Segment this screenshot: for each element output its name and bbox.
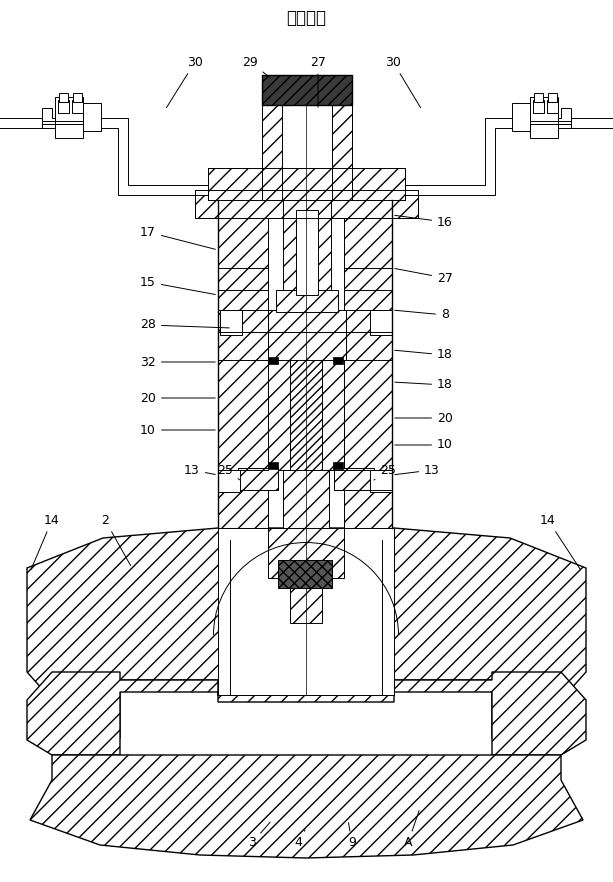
Text: 14: 14 (540, 513, 581, 570)
Text: 27: 27 (310, 56, 326, 108)
Text: 13: 13 (395, 464, 440, 476)
Bar (296, 210, 318, 295)
Bar (218, 528, 394, 695)
Bar (195, 190, 418, 218)
Bar (333, 357, 343, 364)
Text: 2: 2 (101, 513, 131, 565)
Text: 8: 8 (395, 309, 449, 322)
Text: 20: 20 (140, 392, 215, 405)
Text: 放松状态: 放松状态 (286, 9, 326, 27)
Bar (268, 310, 346, 332)
Text: 17: 17 (140, 226, 215, 250)
Text: 30: 30 (385, 56, 421, 108)
Bar (268, 462, 278, 469)
Polygon shape (42, 108, 208, 195)
Text: 13: 13 (184, 464, 215, 476)
Bar (344, 200, 392, 528)
Bar (322, 360, 344, 470)
Bar (262, 80, 282, 200)
Bar (268, 360, 290, 470)
Text: 10: 10 (140, 423, 215, 437)
Text: 25: 25 (217, 464, 240, 480)
Bar (59, 93, 68, 102)
Bar (276, 290, 338, 312)
Bar (512, 103, 530, 131)
Text: 14: 14 (31, 513, 60, 570)
Text: 29: 29 (242, 56, 270, 78)
Bar (332, 80, 352, 200)
Bar (370, 470, 392, 492)
Text: 15: 15 (140, 275, 215, 295)
Text: 10: 10 (395, 438, 453, 452)
Bar (218, 470, 240, 492)
Bar (547, 100, 558, 113)
Bar (83, 103, 101, 131)
Text: 4: 4 (294, 830, 305, 849)
Text: 3: 3 (248, 822, 270, 849)
Polygon shape (30, 755, 583, 858)
Bar (230, 540, 382, 688)
Bar (548, 93, 557, 102)
Polygon shape (27, 672, 586, 755)
Text: 18: 18 (395, 378, 453, 392)
Bar (262, 75, 352, 105)
Bar (268, 332, 346, 360)
Text: 27: 27 (395, 268, 453, 285)
Bar (533, 100, 544, 113)
Text: 25: 25 (374, 464, 396, 480)
Bar (534, 93, 543, 102)
Polygon shape (27, 528, 586, 738)
Bar (333, 462, 343, 469)
Bar (72, 100, 83, 113)
Bar (283, 470, 329, 528)
Bar (370, 310, 392, 335)
Text: 30: 30 (167, 56, 203, 108)
Text: A: A (404, 811, 419, 849)
Bar (73, 93, 82, 102)
Bar (218, 200, 268, 528)
Bar (55, 97, 83, 138)
Bar (530, 97, 558, 138)
Bar (58, 100, 69, 113)
Text: 18: 18 (395, 348, 453, 362)
Bar (268, 528, 344, 578)
Bar (238, 468, 278, 490)
Bar (220, 310, 242, 335)
Bar (278, 560, 332, 588)
Bar (290, 578, 322, 623)
Bar (283, 200, 331, 310)
Text: 20: 20 (395, 412, 453, 424)
Text: 16: 16 (395, 215, 453, 228)
Bar (290, 360, 322, 470)
Text: 9: 9 (348, 823, 356, 849)
Bar (334, 468, 374, 490)
Bar (208, 168, 405, 200)
Text: 28: 28 (140, 318, 229, 332)
Bar (268, 357, 278, 364)
Text: 32: 32 (140, 355, 215, 369)
Polygon shape (405, 108, 571, 195)
